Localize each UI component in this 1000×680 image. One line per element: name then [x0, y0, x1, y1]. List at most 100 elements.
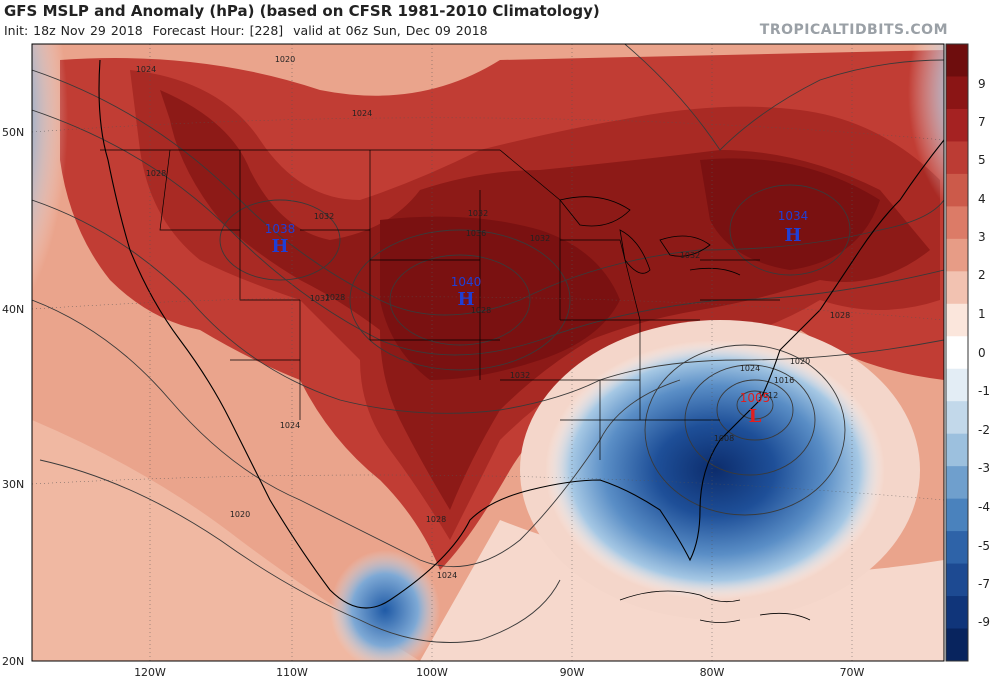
isobar-label: 1020 [790, 357, 810, 366]
isobar-label: 1028 [146, 169, 166, 178]
lon-label: 90W [560, 666, 585, 679]
lat-label: 20N [2, 655, 24, 668]
pressure-center-h-1034: 1034 H [778, 209, 809, 246]
colorbar-label: -9 [978, 615, 990, 629]
high-symbol: H [457, 289, 474, 310]
colorbar-swatch [946, 368, 968, 402]
colorbar-label: 2 [978, 268, 986, 282]
lon-label: 100W [416, 666, 448, 679]
isobar-label: 1028 [471, 306, 491, 315]
lat-label: 40N [2, 303, 24, 316]
lake-outlines [559, 196, 741, 276]
isobar-label: 1028 [426, 515, 446, 524]
colorbar [945, 43, 969, 662]
lat-label: 50N [2, 126, 24, 139]
colorbar-label: 7 [978, 115, 986, 129]
colorbar-labels: 9 7 5 4 3 2 1 0 -1 -2 -3 -4 -5 -7 -9 [978, 77, 990, 629]
colorbar-swatch [946, 271, 968, 305]
colorbar-swatch [946, 596, 968, 630]
colorbar-swatch [946, 173, 968, 207]
isobar-label: 1028 [830, 311, 850, 320]
lon-label: 110W [276, 666, 308, 679]
colorbar-swatch [946, 238, 968, 272]
init-time: Init: 18z Nov 29 2018 [4, 23, 143, 38]
colorbar-label: 3 [978, 230, 986, 244]
colorbar-swatch [946, 303, 968, 337]
colorbar-frame [945, 43, 969, 662]
isobar-label: 1032 [468, 209, 488, 218]
colorbar-label: 1 [978, 307, 986, 321]
run-info: Init: 18z Nov 29 2018 Forecast Hour: [22… [4, 23, 488, 38]
caribbean-islands [619, 590, 811, 623]
lon-label: 80W [700, 666, 725, 679]
isobar-label: 1008 [714, 434, 734, 443]
colorbar-label: -2 [978, 423, 990, 437]
pressure-center-l-1005: 1005 L [740, 391, 771, 427]
isobar-label: 1012 [758, 391, 778, 400]
isobar-label: 1020 [275, 55, 295, 64]
colorbar-label: 5 [978, 153, 986, 167]
isobar-label: 1020 [230, 510, 250, 519]
colorbar-label: -4 [978, 500, 990, 514]
isobar-label: 1024 [352, 109, 372, 118]
isobar-label: 1032 [510, 371, 530, 380]
pressure-value: 1034 [778, 209, 809, 223]
map-title: GFS MSLP and Anomaly (hPa) (based on CFS… [4, 2, 600, 20]
pressure-value: 1038 [265, 222, 296, 236]
isobar-label: 1032 [310, 294, 330, 303]
isobar-label: 1032 [314, 212, 334, 221]
isobar-label: 1024 [280, 421, 300, 430]
colorbar-swatch [946, 531, 968, 565]
colorbar-swatch [946, 44, 968, 77]
isobar-label: 1024 [136, 65, 156, 74]
valid-time: valid at 06z Sun, Dec 09 2018 [293, 23, 488, 38]
high-symbol: H [271, 236, 288, 257]
colorbar-swatch [946, 108, 968, 142]
map-frame [31, 43, 945, 662]
latitude-labels: 50N 40N 30N 20N [2, 126, 24, 668]
colorbar-swatch [946, 433, 968, 467]
colorbar-label: -7 [978, 577, 990, 591]
isobar-label: 1024 [437, 571, 457, 580]
isobars [32, 44, 944, 643]
isobar-label: 1032 [530, 234, 550, 243]
longitude-labels: 120W 110W 100W 90W 80W 70W [134, 666, 864, 679]
colorbar-swatch [946, 466, 968, 500]
isobar-labels: 1024102010241028103210321036103210281028… [136, 55, 850, 580]
isobar-label: 1024 [740, 364, 760, 373]
lon-label: 120W [134, 666, 166, 679]
colorbar-label: -5 [978, 539, 990, 553]
pressure-center-h-1038: 1038 H [265, 222, 296, 257]
high-symbol: H [784, 225, 801, 246]
pressure-value: 1040 [451, 275, 482, 289]
state-borders [100, 149, 780, 460]
colorbar-swatch [946, 76, 968, 110]
pressure-center-h-1040: 1040 H [451, 275, 482, 310]
colorbar-label: -1 [978, 384, 990, 398]
colorbar-swatch [946, 498, 968, 532]
colorbar-swatch [946, 628, 968, 662]
colorbar-swatch [946, 563, 968, 597]
colorbar-label: 9 [978, 77, 986, 91]
colorbar-swatch [946, 206, 968, 240]
isobar-label: 1016 [774, 376, 794, 385]
isobar-label: 1032 [680, 251, 700, 260]
coastlines [98, 59, 944, 609]
brand-watermark: TROPICALTIDBITS.COM [759, 22, 948, 38]
colorbar-label: 0 [978, 346, 986, 360]
isobar-label: 1036 [466, 229, 486, 238]
colorbar-swatch [946, 141, 968, 175]
colorbar-label: -3 [978, 461, 990, 475]
isobar-label: 1028 [325, 293, 345, 302]
pressure-value: 1005 [740, 391, 771, 405]
graticule [32, 44, 944, 661]
colorbar-swatch [946, 336, 968, 370]
colorbar-label: 4 [978, 192, 986, 206]
forecast-hour: Forecast Hour: [228] [152, 23, 284, 38]
map-field: 1024102010241028103210321036103210281028… [32, 44, 944, 661]
low-symbol: L [749, 406, 762, 427]
lon-label: 70W [840, 666, 865, 679]
lat-label: 30N [2, 478, 24, 491]
colorbar-swatch [946, 401, 968, 435]
